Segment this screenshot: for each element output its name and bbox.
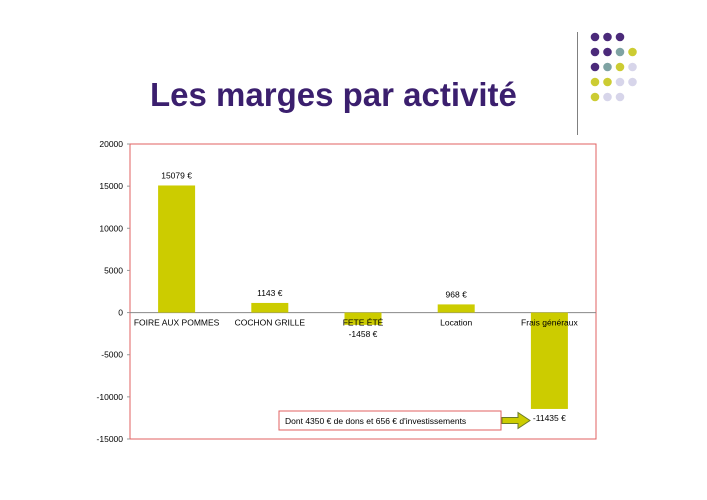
decorative-dot <box>615 77 625 87</box>
y-tick-label: -15000 <box>97 434 124 444</box>
decorative-dot <box>603 47 612 57</box>
y-tick-label: -10000 <box>97 392 124 402</box>
bar <box>530 312 568 409</box>
slide-title: Les marges par activité <box>150 76 517 113</box>
decorative-dot <box>615 32 625 42</box>
bar <box>437 304 475 313</box>
y-tick-label: 10000 <box>99 223 123 233</box>
data-label: 1143 € <box>257 288 283 298</box>
annotation-box <box>278 410 502 431</box>
category-label: COCHON GRILLE <box>235 318 306 328</box>
decorative-dot-grid <box>590 32 637 102</box>
decorative-dot <box>590 32 600 42</box>
decorative-divider <box>577 32 578 135</box>
plot-frame <box>129 143 597 440</box>
decorative-dot <box>615 62 625 72</box>
data-label: -1458 € <box>349 329 378 339</box>
y-tick-label: 15000 <box>99 181 123 191</box>
annotation-text: Dont 4350 € de dons et 656 € d'investiss… <box>285 416 466 426</box>
decorative-dot <box>603 92 612 102</box>
decorative-dot <box>603 77 612 87</box>
data-label: -11435 € <box>533 413 566 423</box>
decorative-dot <box>590 77 600 87</box>
decorative-dot <box>590 62 600 72</box>
y-tick-label: 5000 <box>104 265 123 275</box>
decorative-dot <box>603 62 612 72</box>
bar <box>158 185 196 313</box>
decorative-dot <box>590 92 600 102</box>
bar <box>344 312 382 325</box>
annotation-arrow <box>501 411 531 430</box>
category-label: Frais généraux <box>521 318 578 328</box>
y-tick-label: -5000 <box>101 350 123 360</box>
decorative-dot <box>615 47 625 57</box>
data-label: 968 € <box>446 289 468 299</box>
decorative-dot <box>615 92 625 102</box>
data-label: 15079 € <box>161 170 192 180</box>
decorative-dot <box>603 32 612 42</box>
decorative-dot <box>590 47 600 57</box>
category-label: Location <box>440 318 472 328</box>
category-label: FETE ÉTÉ <box>343 318 384 328</box>
decorative-dot <box>628 77 637 87</box>
decorative-dot <box>628 62 637 72</box>
bar <box>251 302 289 313</box>
category-label: FOIRE AUX POMMES <box>134 318 220 328</box>
decorative-dot <box>628 47 637 57</box>
y-tick-label: 0 <box>118 308 123 318</box>
y-tick-label: 20000 <box>99 139 123 149</box>
